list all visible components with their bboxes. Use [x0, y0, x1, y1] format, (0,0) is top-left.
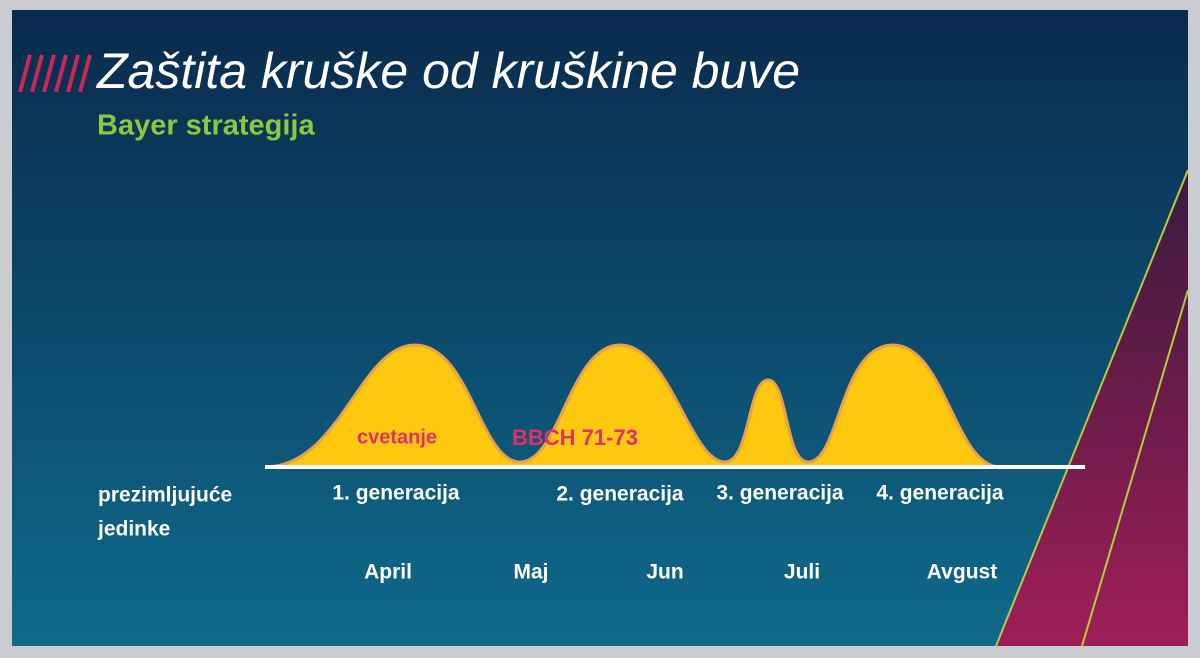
background: [12, 10, 1188, 646]
annotation: cvetanje: [357, 426, 437, 448]
month-label: Avgust: [927, 561, 997, 584]
month-label: Jun: [646, 561, 683, 584]
stripes: [18, 54, 92, 93]
generation-label: 4. generacija: [876, 482, 1004, 505]
population-curve: [264, 343, 1001, 469]
title: Zaštita kruške od kruškine buve: [96, 43, 800, 99]
month-label: Juli: [784, 561, 820, 584]
generation-label: 1. generacija: [332, 482, 460, 505]
annotation: BBCH 71-73: [512, 425, 638, 450]
decor-line: [1081, 289, 1189, 647]
generation-label: 2. generacija: [556, 483, 684, 506]
subtitle: Bayer strategija: [97, 110, 315, 142]
generation-label: 3. generacija: [716, 482, 844, 505]
decor-line: [995, 169, 1189, 647]
stage-label: prezimljujuće: [98, 484, 232, 507]
stage-label: jedinke: [97, 518, 170, 541]
month-label: April: [364, 561, 412, 584]
month-label: Maj: [513, 561, 548, 584]
